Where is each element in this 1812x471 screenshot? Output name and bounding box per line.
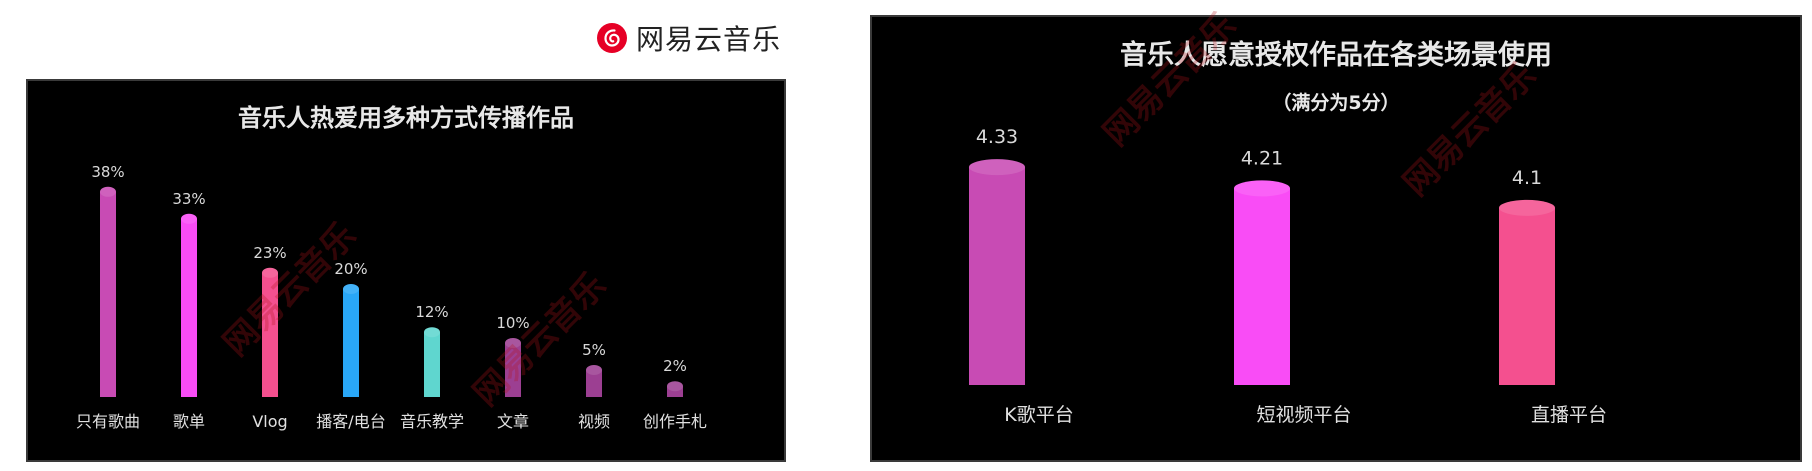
bar-cap (262, 267, 278, 278)
bar-body (343, 289, 359, 397)
bar-body (1499, 207, 1555, 385)
value-label: 12% (415, 303, 448, 321)
brand-name: 网易云音乐 (636, 23, 782, 56)
bar-cap (969, 159, 1025, 176)
bar-body (262, 272, 278, 397)
bar (100, 186, 116, 397)
bar (505, 338, 521, 397)
value-label: 4.21 (1241, 147, 1283, 169)
bar-cap (343, 284, 359, 294)
bar-cap (505, 338, 521, 348)
value-label: 33% (172, 190, 205, 208)
value-label: 5% (582, 341, 606, 359)
category-label: 文章 (497, 412, 529, 431)
bar-cap (100, 186, 116, 197)
value-label: 2% (663, 357, 687, 375)
bar-body (181, 218, 197, 397)
chart-panel-left: 音乐人热爱用多种方式传播作品 38% 只有歌曲 33% 歌单 23% Vlog 20% 播客/电… (26, 79, 786, 462)
bar-cap (424, 327, 440, 338)
category-label: 视频 (578, 412, 610, 431)
bar-body (100, 191, 116, 397)
bar (262, 267, 278, 397)
category-label: 短视频平台 (1256, 404, 1351, 426)
bar (586, 365, 602, 397)
category-label: 直播平台 (1531, 404, 1607, 426)
category-label: K歌平台 (1004, 404, 1073, 426)
bar-cap (667, 381, 683, 392)
bar-body (1234, 188, 1290, 385)
chart-subtitle: （满分为5分） (1272, 91, 1399, 114)
bar-cap (1499, 199, 1555, 216)
netease-cloud-music-logo-icon (597, 23, 627, 53)
value-label: 20% (334, 260, 367, 278)
category-label: 创作手札 (643, 412, 707, 431)
value-label: 10% (496, 314, 529, 332)
bar-body (586, 370, 602, 397)
category-label: 歌单 (173, 412, 205, 431)
chart-left: 音乐人热爱用多种方式传播作品 38% 只有歌曲 33% 歌单 23% Vlog 20% 播客/电… (76, 104, 707, 431)
value-label: 4.33 (976, 126, 1018, 148)
bar (969, 159, 1025, 385)
brand: 网易云音乐 (596, 18, 781, 58)
bar-cap (1234, 180, 1290, 197)
bar-body (505, 343, 521, 397)
bar-body (969, 167, 1025, 385)
bar-body (424, 332, 440, 397)
bar (1499, 199, 1555, 385)
chart-title: 音乐人愿意授权作品在各类场景使用 (1120, 39, 1552, 71)
category-label: 音乐教学 (400, 412, 464, 431)
category-label: 播客/电台 (316, 412, 385, 431)
bar (343, 284, 359, 397)
value-label: 23% (253, 244, 286, 262)
value-label: 38% (91, 163, 124, 181)
bar (424, 327, 440, 397)
chart-panel-right: 音乐人愿意授权作品在各类场景使用 （满分为5分） 4.33 K歌平台 4.21 短视频平台… (870, 15, 1802, 462)
bar-cap (586, 365, 602, 375)
bar (1234, 180, 1290, 385)
chart-title: 音乐人热爱用多种方式传播作品 (238, 104, 574, 132)
category-label: Vlog (252, 412, 287, 431)
value-label: 4.1 (1512, 167, 1542, 189)
category-label: 只有歌曲 (76, 412, 140, 431)
bar (181, 213, 197, 397)
bar-cap (181, 213, 197, 224)
bar (667, 381, 683, 397)
chart-right: 音乐人愿意授权作品在各类场景使用 （满分为5分） 4.33 K歌平台 4.21 短视频平台… (969, 39, 1607, 426)
